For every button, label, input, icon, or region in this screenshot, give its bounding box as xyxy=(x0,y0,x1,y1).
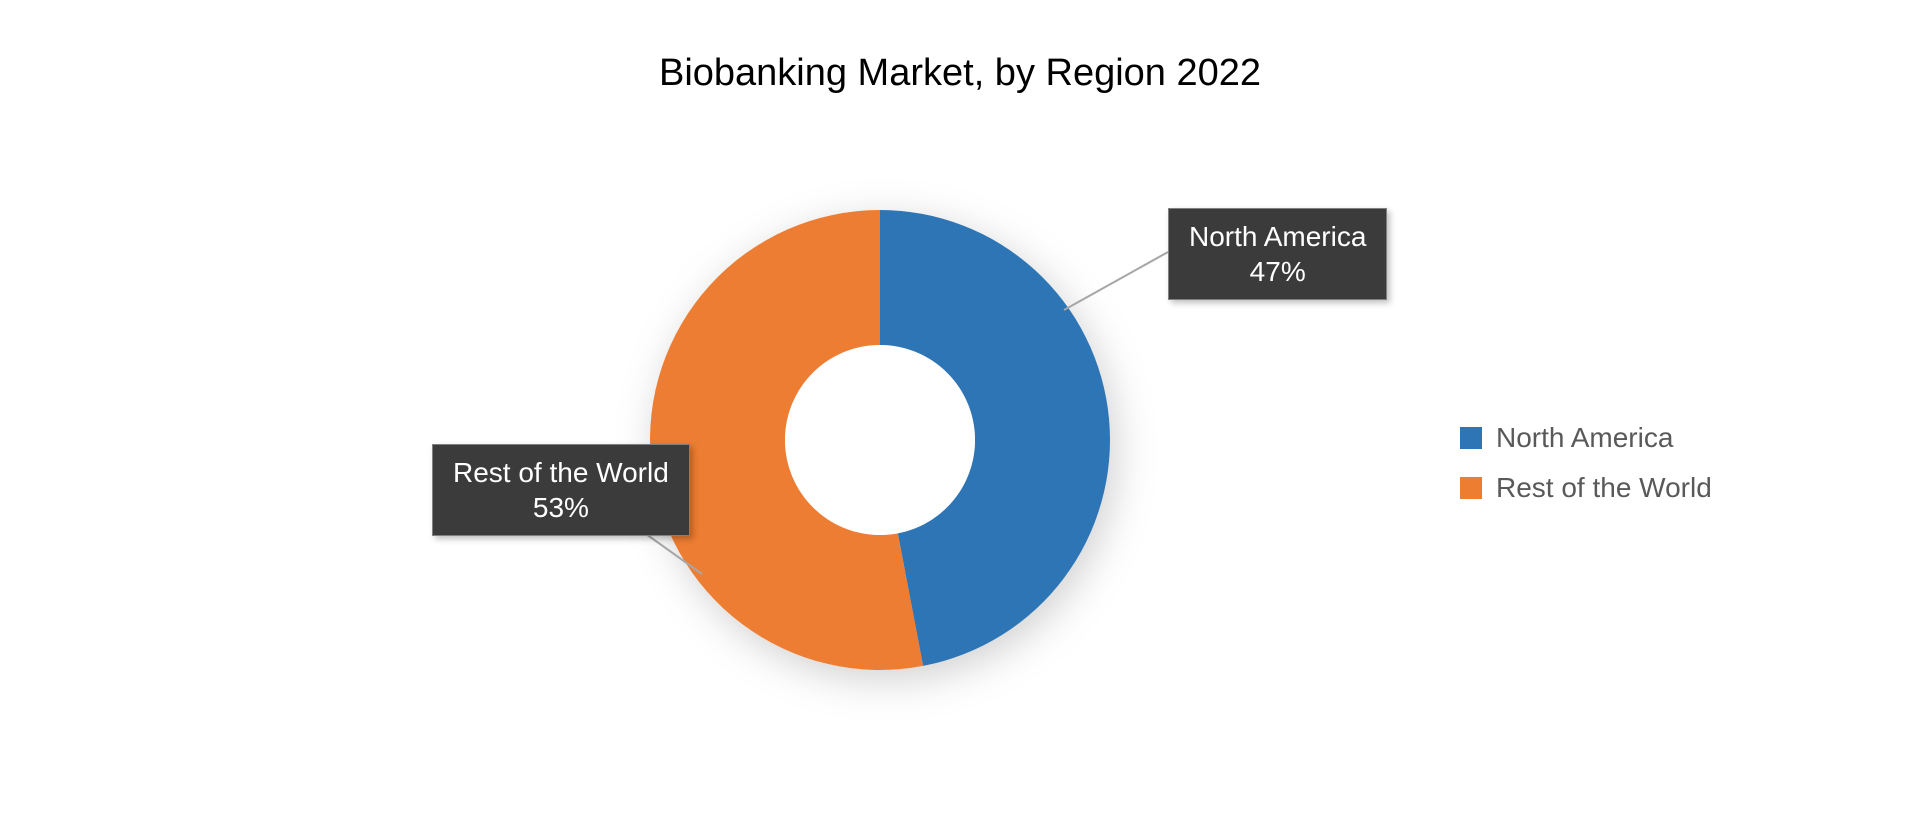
donut-chart xyxy=(590,150,1170,735)
chart-container: Biobanking Market, by Region 2022 North … xyxy=(0,0,1920,818)
callout-label: North America xyxy=(1189,219,1366,254)
callout-north-america: North America 47% xyxy=(1168,208,1387,300)
legend: North America Rest of the World xyxy=(1460,422,1712,504)
legend-label: North America xyxy=(1496,422,1673,454)
legend-label: Rest of the World xyxy=(1496,472,1712,504)
donut-svg xyxy=(590,150,1170,730)
callout-percent: 47% xyxy=(1189,254,1366,289)
legend-swatch xyxy=(1460,477,1482,499)
legend-item-rest-of-world: Rest of the World xyxy=(1460,472,1712,504)
callout-rest-of-world: Rest of the World 53% xyxy=(432,444,690,536)
legend-item-north-america: North America xyxy=(1460,422,1712,454)
callout-label: Rest of the World xyxy=(453,455,669,490)
callout-percent: 53% xyxy=(453,490,669,525)
chart-title: Biobanking Market, by Region 2022 xyxy=(0,52,1920,95)
legend-swatch xyxy=(1460,427,1482,449)
